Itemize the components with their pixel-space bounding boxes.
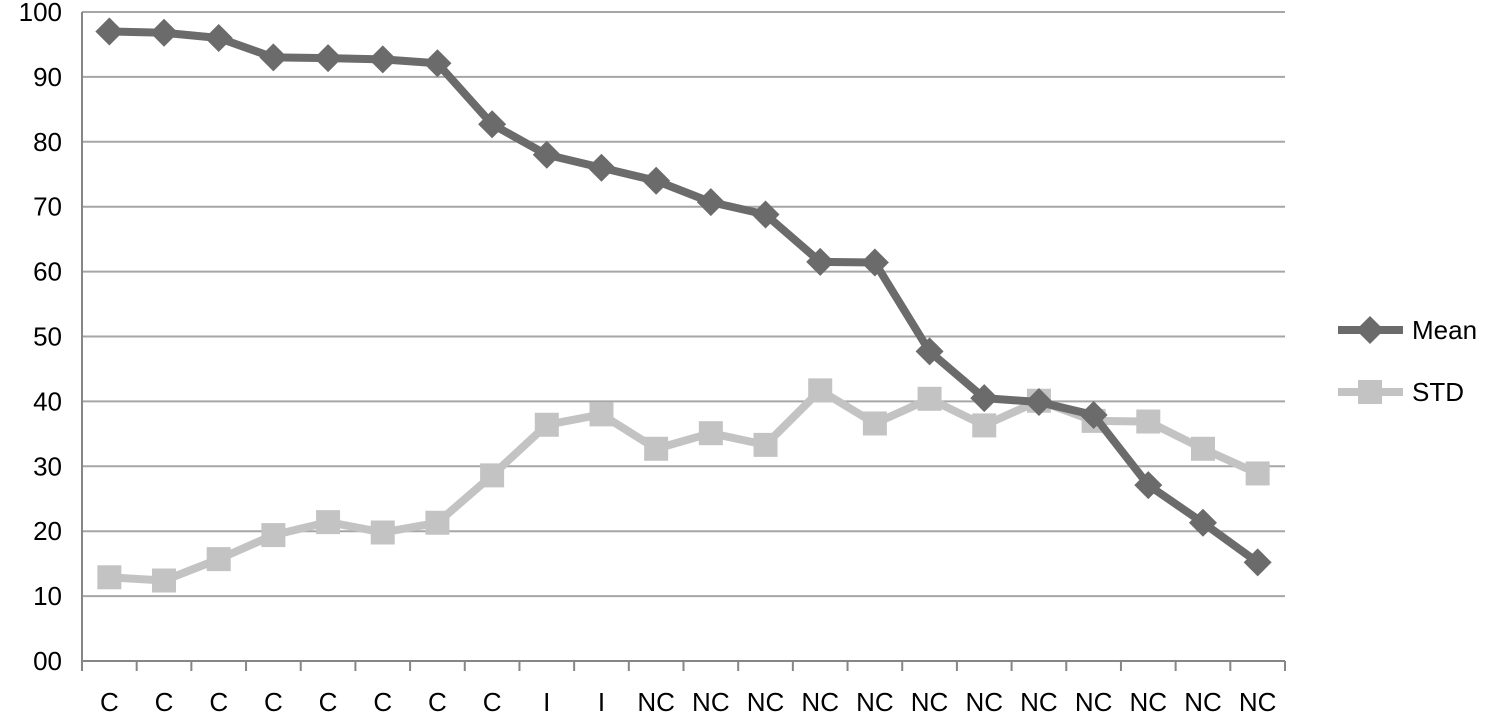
- y-tick-label: 70: [33, 192, 62, 222]
- y-tick-label: 40: [33, 386, 62, 416]
- legend-item-mean: Mean: [1338, 315, 1477, 345]
- data-point: [534, 412, 559, 437]
- x-tick-label: NC: [637, 687, 675, 717]
- x-tick-label: NC: [801, 687, 839, 717]
- legend-label: Mean: [1412, 315, 1477, 345]
- x-tick-label: NC: [965, 687, 1003, 717]
- data-point: [970, 384, 999, 413]
- data-point: [751, 200, 780, 229]
- x-tick-label: NC: [1130, 687, 1168, 717]
- x-tick-label: C: [264, 687, 283, 717]
- data-point: [589, 402, 614, 427]
- legend-label: STD: [1412, 377, 1464, 407]
- x-tick-label: C: [209, 687, 228, 717]
- y-tick-label: 00: [33, 646, 62, 676]
- data-point: [370, 520, 395, 545]
- data-point: [204, 23, 233, 52]
- data-point: [587, 153, 616, 182]
- data-point: [808, 378, 833, 403]
- data-point: [480, 463, 505, 488]
- data-point: [532, 140, 561, 169]
- gridlines: [82, 11, 1285, 662]
- series-line: [105, 27, 1262, 567]
- x-tick-label: I: [598, 687, 605, 717]
- data-point: [1190, 436, 1215, 461]
- x-tick-label: NC: [1239, 687, 1277, 717]
- x-tick-label: C: [319, 687, 338, 717]
- data-point: [259, 43, 288, 72]
- x-tick-label: C: [483, 687, 502, 717]
- data-point: [862, 411, 887, 436]
- y-tick-label: 10: [33, 581, 62, 611]
- x-tick-label: NC: [1020, 687, 1058, 717]
- y-tick-label: 80: [33, 127, 62, 157]
- series-mean: [95, 17, 1272, 577]
- data-point: [1024, 388, 1053, 417]
- data-point: [152, 568, 177, 593]
- data-point: [316, 510, 341, 535]
- x-tick-label: I: [543, 687, 550, 717]
- data-point: [917, 386, 942, 411]
- data-point: [972, 413, 997, 438]
- x-tick-label: NC: [911, 687, 949, 717]
- data-point: [753, 432, 778, 457]
- x-tick-label: C: [428, 687, 447, 717]
- x-tick-label: NC: [692, 687, 730, 717]
- x-tick-label: C: [100, 687, 119, 717]
- data-point: [423, 49, 452, 78]
- legend: Mean STD: [1338, 315, 1477, 407]
- data-point: [696, 188, 725, 217]
- data-point: [1134, 471, 1163, 500]
- data-point: [478, 110, 507, 139]
- y-tick-label: 60: [33, 257, 62, 287]
- y-tick-label: 90: [33, 62, 62, 92]
- data-point: [261, 523, 286, 548]
- data-point: [1245, 461, 1270, 486]
- x-tick-label: NC: [1075, 687, 1113, 717]
- x-tick-label: C: [373, 687, 392, 717]
- axes: 00 10 20 30 40 50 60 70 80 90 100 C C C C C C C C I I NC NC NC N…: [19, 0, 1286, 717]
- y-tick-label: 50: [33, 322, 62, 352]
- data-point: [314, 44, 343, 73]
- data-point: [642, 166, 671, 195]
- data-point: [1079, 401, 1108, 430]
- data-point: [1356, 316, 1384, 344]
- data-point: [1136, 409, 1161, 434]
- data-point: [95, 17, 124, 46]
- y-tick-label: 30: [33, 451, 62, 481]
- series-lines: [95, 17, 1272, 593]
- data-point: [97, 565, 122, 590]
- x-tick-label: NC: [1184, 687, 1222, 717]
- data-point: [1358, 380, 1382, 404]
- data-point: [1188, 508, 1217, 537]
- data-point: [425, 510, 450, 535]
- data-point: [644, 436, 669, 461]
- y-tick-label: 20: [33, 516, 62, 546]
- x-tick-label: NC: [856, 687, 894, 717]
- data-point: [150, 18, 179, 47]
- data-point: [860, 248, 889, 277]
- x-tick-label: C: [155, 687, 174, 717]
- x-tick-label: NC: [747, 687, 785, 717]
- data-point: [1243, 548, 1272, 577]
- data-point: [806, 247, 835, 276]
- data-point: [915, 337, 944, 366]
- legend-item-std: STD: [1338, 377, 1464, 407]
- data-point: [206, 547, 231, 572]
- data-point: [368, 45, 397, 74]
- data-point: [698, 421, 723, 446]
- y-tick-label: 100: [19, 0, 62, 27]
